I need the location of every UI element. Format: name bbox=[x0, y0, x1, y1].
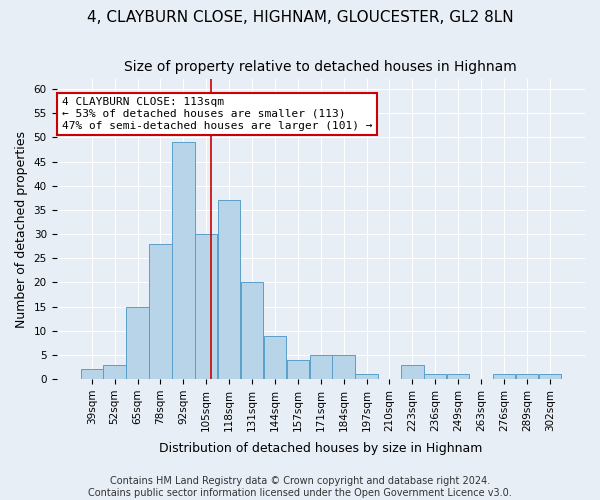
Bar bbox=[515, 374, 538, 379]
Bar bbox=[127, 306, 149, 379]
Bar bbox=[218, 200, 241, 379]
Bar bbox=[172, 142, 194, 379]
Title: Size of property relative to detached houses in Highnam: Size of property relative to detached ho… bbox=[124, 60, 517, 74]
Text: 4 CLAYBURN CLOSE: 113sqm
← 53% of detached houses are smaller (113)
47% of semi-: 4 CLAYBURN CLOSE: 113sqm ← 53% of detach… bbox=[62, 98, 373, 130]
Bar bbox=[80, 370, 103, 379]
Bar bbox=[149, 244, 172, 379]
Y-axis label: Number of detached properties: Number of detached properties bbox=[15, 130, 28, 328]
Bar bbox=[241, 282, 263, 379]
Bar bbox=[287, 360, 309, 379]
Text: 4, CLAYBURN CLOSE, HIGHNAM, GLOUCESTER, GL2 8LN: 4, CLAYBURN CLOSE, HIGHNAM, GLOUCESTER, … bbox=[86, 10, 514, 25]
Bar bbox=[539, 374, 561, 379]
Bar bbox=[103, 364, 126, 379]
Bar bbox=[401, 364, 424, 379]
X-axis label: Distribution of detached houses by size in Highnam: Distribution of detached houses by size … bbox=[159, 442, 482, 455]
Bar bbox=[310, 355, 332, 379]
Bar bbox=[195, 234, 217, 379]
Bar bbox=[264, 336, 286, 379]
Bar bbox=[493, 374, 515, 379]
Bar bbox=[424, 374, 446, 379]
Bar bbox=[332, 355, 355, 379]
Text: Contains HM Land Registry data © Crown copyright and database right 2024.
Contai: Contains HM Land Registry data © Crown c… bbox=[88, 476, 512, 498]
Bar bbox=[447, 374, 469, 379]
Bar bbox=[355, 374, 378, 379]
